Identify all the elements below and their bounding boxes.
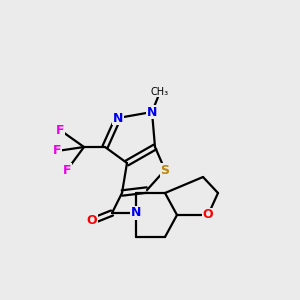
Text: S: S — [160, 164, 169, 176]
Text: N: N — [147, 106, 157, 118]
Text: F: F — [63, 164, 71, 176]
Text: N: N — [113, 112, 123, 124]
Text: O: O — [203, 208, 213, 221]
Text: F: F — [56, 124, 64, 136]
Text: O: O — [87, 214, 97, 227]
Text: CH₃: CH₃ — [151, 87, 169, 97]
Text: N: N — [131, 206, 141, 220]
Text: F: F — [53, 145, 61, 158]
